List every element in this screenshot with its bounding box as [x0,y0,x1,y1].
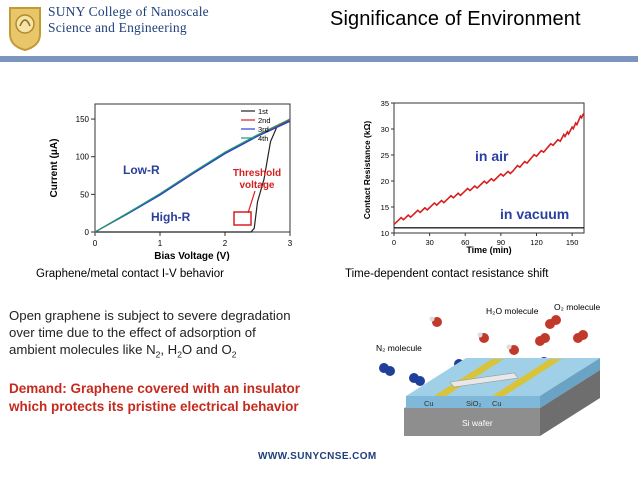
r-ytick-label: 35 [381,99,389,108]
r-xtick-label: 60 [461,238,469,247]
header-divider [0,56,638,62]
demand-line-1: Demand: Graphene covered with an insulat… [9,381,301,396]
iv-ytick-label: 100 [76,153,90,162]
threshold-label-2: voltage [239,180,274,191]
cu-label-1: Cu [424,399,434,408]
iv-ytick-label: 0 [85,228,90,237]
threshold-arrow [247,190,256,214]
website-link[interactable]: WWW.SUNYCNSE.COM [258,451,377,462]
iv-xtick-label: 3 [288,239,293,248]
r-xtick-label: 30 [425,238,433,247]
threshold-label-1: Threshold [233,168,281,179]
legend-2nd: 2nd [258,116,271,125]
legend-3rd: 3rd [258,125,269,134]
r-ytick-label: 20 [381,177,389,186]
r-ytick-label: 25 [381,151,389,160]
iv-chart: 0 50 100 150 0 1 2 3 Current (μA) Bias Voltage… [49,103,293,262]
iv-xtick-label: 2 [223,239,228,248]
high-r-label: High-R [151,210,191,224]
o2-label: O₂ molecule [554,302,601,312]
iv-series-4th [94,118,291,233]
iv-series-1st [95,118,291,233]
r-chart-xlabel: Time (min) [466,245,511,255]
legend-4th: 4th [258,134,268,143]
body-paragraph: Open graphene is subject to severe degra… [9,307,369,364]
n2-label: N₂ molecule [376,343,422,353]
in-vacuum-label: in vacuum [500,206,569,222]
device-diagram: H₂O molecule O₂ molecule N₂ molecule Cu … [376,302,601,436]
r-ytick-label: 15 [381,203,389,212]
legend-1st: 1st [258,107,269,116]
cu-label-2: Cu [492,399,502,408]
h2o-label: H₂O molecule [486,306,539,316]
r-xtick-label: 150 [566,238,579,247]
r-series-in-air [393,112,585,226]
r-xtick-label: 90 [497,238,505,247]
iv-chart-xlabel: Bias Voltage (V) [154,251,229,262]
iv-ytick-label: 150 [76,115,90,124]
sio2-label: SiO₂ [466,399,482,408]
r-ytick-label: 30 [381,125,389,134]
body-line-2: over time due to the effect of adsorptio… [9,325,256,340]
iv-series-3rd [94,120,291,233]
logo-seal-icon [9,7,41,52]
r-ytick-label: 10 [381,229,389,238]
r-xtick-label: 0 [392,238,396,247]
iv-legend: 1st 2nd 3rd 4th [241,107,271,143]
demand-line-2: which protects its pristine electrical b… [9,398,299,414]
iv-chart-caption: Graphene/metal contact I-V behavior [36,268,224,280]
iv-chart-ylabel: Current (μA) [49,139,60,198]
iv-xtick-label: 1 [158,239,163,248]
threshold-box [233,211,252,226]
logo-line-1: SUNY College of Nanoscale [48,4,209,19]
low-r-label: Low-R [123,163,160,177]
logo-line-2: Science and Engineering [48,20,187,35]
r-chart-ylabel: Contact Resistance (kΩ) [362,121,372,220]
r-xtick-label: 120 [530,238,543,247]
r-chart-caption: Time-dependent contact resistance shift [345,268,549,280]
iv-xtick-label: 0 [93,239,98,248]
body-line-3: ambient molecules like N2, H2O and O2 [9,342,237,360]
in-air-label: in air [475,148,509,164]
body-line-1: Open graphene is subject to severe degra… [9,308,291,323]
resistance-chart: 10 15 20 25 30 35 0 30 60 90 120 150 Contact Resis… [362,99,585,255]
slide-title: Significance of Environment [330,8,581,30]
demand-text: Demand: Graphene covered with an insulat… [9,380,369,415]
si-wafer-label: Si wafer [462,418,493,428]
iv-ytick-label: 50 [80,190,89,199]
logo-text: SUNY College of Nanoscale Science and En… [48,4,258,36]
